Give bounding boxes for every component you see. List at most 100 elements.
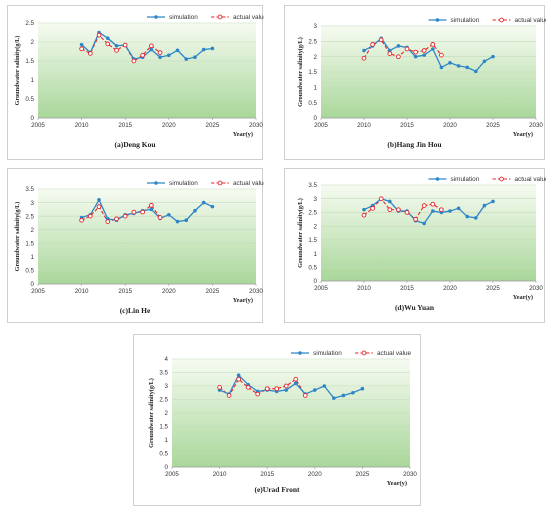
data-point-simulation [149, 47, 154, 52]
x-tick-label: 2015 [118, 288, 132, 295]
data-point-actual-value [396, 54, 401, 60]
chart-panel-urad-front: 0 0.5 1 1.5 2 2.5 3 3.5 4 2005 2010 2015 2020 2025 203… [133, 334, 421, 506]
x-axis-title: Year(y) [387, 480, 407, 487]
series-line-actual-value [363, 39, 442, 59]
y-tick-label: 3 [165, 383, 169, 390]
y-tick-label: 2 [31, 227, 35, 234]
data-point-simulation [201, 200, 206, 205]
y-tick-label: 1.5 [159, 424, 168, 431]
x-axis-title: Year(y) [513, 294, 533, 301]
y-tick-label: 1 [165, 437, 169, 444]
data-point-actual-value [430, 42, 436, 47]
y-axis-title: Groundwater salinity(g/L) [148, 378, 155, 448]
x-tick-label: 2030 [249, 122, 263, 129]
x-tick-label: 2025 [206, 122, 220, 129]
data-point-actual-value [361, 55, 367, 61]
legend-label-simulation: simulation [313, 350, 342, 357]
x-tick-label: 2030 [249, 288, 263, 295]
x-tick-label: 2005 [165, 471, 179, 478]
data-point-simulation [422, 53, 426, 57]
data-point-actual-value [87, 213, 93, 219]
data-point-actual-value [421, 203, 427, 208]
data-point-simulation [79, 42, 84, 47]
data-point-actual-value [114, 216, 119, 222]
y-tick-label: 1.5 [25, 240, 34, 247]
chart-caption-deng-kou: (a)Deng Kou [114, 140, 156, 149]
data-point-actual-value [157, 215, 163, 220]
y-tick-label: 1 [314, 85, 318, 92]
data-point-actual-value [439, 52, 444, 58]
y-tick-label: 3 [314, 23, 318, 30]
data-point-simulation [422, 221, 426, 226]
data-point-simulation [114, 44, 119, 48]
y-tick-label: 0.5 [25, 96, 34, 103]
data-point-actual-value [370, 205, 375, 211]
x-tick-label: 2015 [260, 471, 274, 478]
legend-marker-actual-value [217, 14, 223, 20]
data-point-actual-value [79, 46, 84, 52]
data-point-actual-value [245, 384, 251, 390]
legend-marker-simulation [154, 181, 158, 185]
data-point-actual-value [430, 201, 436, 207]
data-point-simulation [167, 53, 171, 58]
x-tick-label: 2020 [443, 122, 457, 129]
x-axis-title: Year(y) [233, 131, 253, 138]
y-tick-label: 0.5 [308, 100, 317, 107]
legend-marker-simulation [154, 15, 158, 19]
data-point-actual-value [255, 391, 261, 397]
data-point-actual-value [149, 43, 154, 49]
data-point-simulation [97, 198, 101, 202]
data-point-simulation [193, 55, 197, 59]
y-tick-label: 1 [31, 77, 35, 84]
y-tick-label: 2 [31, 39, 35, 46]
data-point-actual-value [404, 210, 410, 215]
data-point-actual-value [387, 51, 393, 56]
data-point-actual-value [404, 46, 410, 52]
y-axis-title: Groundwater salinity(g/L) [297, 198, 304, 268]
legend-marker-actual-value [499, 17, 504, 23]
x-tick-label: 2030 [529, 122, 543, 129]
y-tick-label: 3.5 [25, 186, 34, 193]
legend-marker-actual-value [361, 350, 367, 356]
data-point-simulation [456, 206, 461, 211]
x-tick-label: 2025 [486, 122, 500, 129]
x-tick-label: 2005 [314, 285, 328, 292]
x-tick-label: 2015 [400, 285, 414, 292]
plot-area [321, 185, 536, 281]
y-tick-label: 2 [314, 223, 318, 230]
data-point-simulation [210, 46, 215, 51]
x-tick-label: 2010 [357, 285, 371, 292]
legend-marker-simulation [435, 177, 440, 181]
data-point-simulation [439, 65, 444, 70]
data-point-simulation [284, 388, 289, 392]
series-line-actual-value [81, 34, 161, 62]
data-point-simulation [362, 207, 366, 212]
x-tick-label: 2005 [314, 122, 328, 129]
plot-area [38, 23, 256, 118]
legend-label-simulation: simulation [451, 17, 480, 24]
x-tick-label: 2020 [443, 285, 457, 292]
y-axis-title: Groundwater salinity(g/L) [14, 202, 21, 272]
legend-label-simulation: simulation [169, 14, 198, 21]
data-point-actual-value [105, 219, 111, 224]
x-tick-label: 2025 [486, 285, 500, 292]
series-line-actual-value [219, 378, 306, 397]
x-tick-label: 2010 [75, 122, 89, 129]
data-point-simulation [360, 386, 365, 391]
data-point-actual-value [131, 58, 137, 64]
x-tick-label: 2025 [356, 471, 370, 478]
chart-panel-wu-yuan: 0 0.5 1 1.5 2 2.5 3 3.5 2005 2010 2015 2020 2025 2030… [284, 168, 546, 323]
legend-label-actual-value: actual value [377, 350, 412, 357]
x-tick-label: 2015 [400, 122, 414, 129]
data-point-actual-value [236, 376, 241, 382]
data-point-actual-value [370, 42, 375, 47]
chart-svg-lin-he: 0 0.5 1 1.5 2 2.5 3 3.5 2005 2010 2015 2020 2025 2030… [14, 180, 264, 304]
x-tick-label: 2010 [357, 122, 371, 129]
x-tick-label: 2030 [529, 285, 543, 292]
chart-svg-urad-front: 0 0.5 1 1.5 2 2.5 3 3.5 4 2005 2010 2015 2020 2025 203… [148, 350, 417, 487]
data-point-simulation [431, 47, 435, 51]
y-tick-label: 0 [31, 281, 35, 288]
y-tick-label: 2.5 [159, 397, 168, 404]
data-point-actual-value [96, 204, 102, 209]
data-point-actual-value [122, 213, 128, 219]
